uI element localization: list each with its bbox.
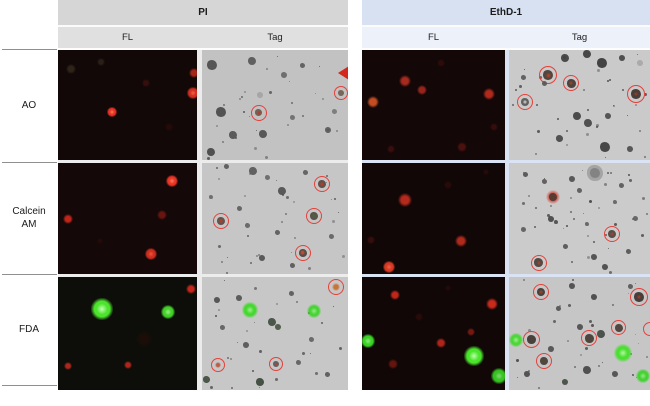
group-ethd1-header: EthD-1 <box>362 0 650 25</box>
micrograph-pi-calceinam-tag <box>202 163 348 274</box>
column-label-tag: Tag <box>267 32 283 43</box>
row-label-ao: AO <box>21 99 37 111</box>
micrograph-ethd1-ao-tag <box>509 50 650 160</box>
row-label-calcein-am: Calcein AM <box>12 206 46 230</box>
micrograph-ethd1-fda-tag <box>509 277 650 390</box>
row-label-column: AO Calcein AM FDA <box>0 0 58 392</box>
micrograph-pi-ao-fl <box>58 50 197 160</box>
micrograph-ethd1-fda-fl <box>362 277 505 390</box>
group-pi-header: PI <box>58 0 348 25</box>
header-separator <box>58 25 348 27</box>
group-ethd1-subheader: FL Tag <box>362 27 650 48</box>
row-label-fda: FDA <box>19 323 39 335</box>
micrograph-ethd1-calceinam-fl <box>362 163 505 274</box>
row-divider <box>2 274 57 275</box>
header-gap <box>58 48 348 50</box>
column-label-fl: FL <box>121 32 134 43</box>
row-divider <box>2 49 57 50</box>
micrograph-pi-calceinam-fl <box>58 163 197 274</box>
row-divider <box>2 162 57 163</box>
group-ethd1-title: EthD-1 <box>489 7 523 18</box>
micrograph-ethd1-ao-fl <box>362 50 505 160</box>
micrograph-ethd1-calceinam-tag <box>509 163 650 274</box>
group-pi-title: PI <box>198 7 208 18</box>
header-separator <box>362 25 650 27</box>
micrograph-pi-fda-tag <box>202 277 348 390</box>
column-label-fl: FL <box>427 32 440 43</box>
column-label-tag: Tag <box>571 32 588 43</box>
group-pi: PI FL Tag <box>58 0 348 390</box>
header-gap <box>362 48 650 50</box>
group-pi-subheader: FL Tag <box>58 27 348 48</box>
micrograph-pi-fda-fl <box>58 277 197 390</box>
group-ethd1: EthD-1 FL Tag <box>362 0 650 390</box>
row-divider <box>2 385 57 386</box>
micrograph-pi-ao-tag <box>202 50 348 160</box>
